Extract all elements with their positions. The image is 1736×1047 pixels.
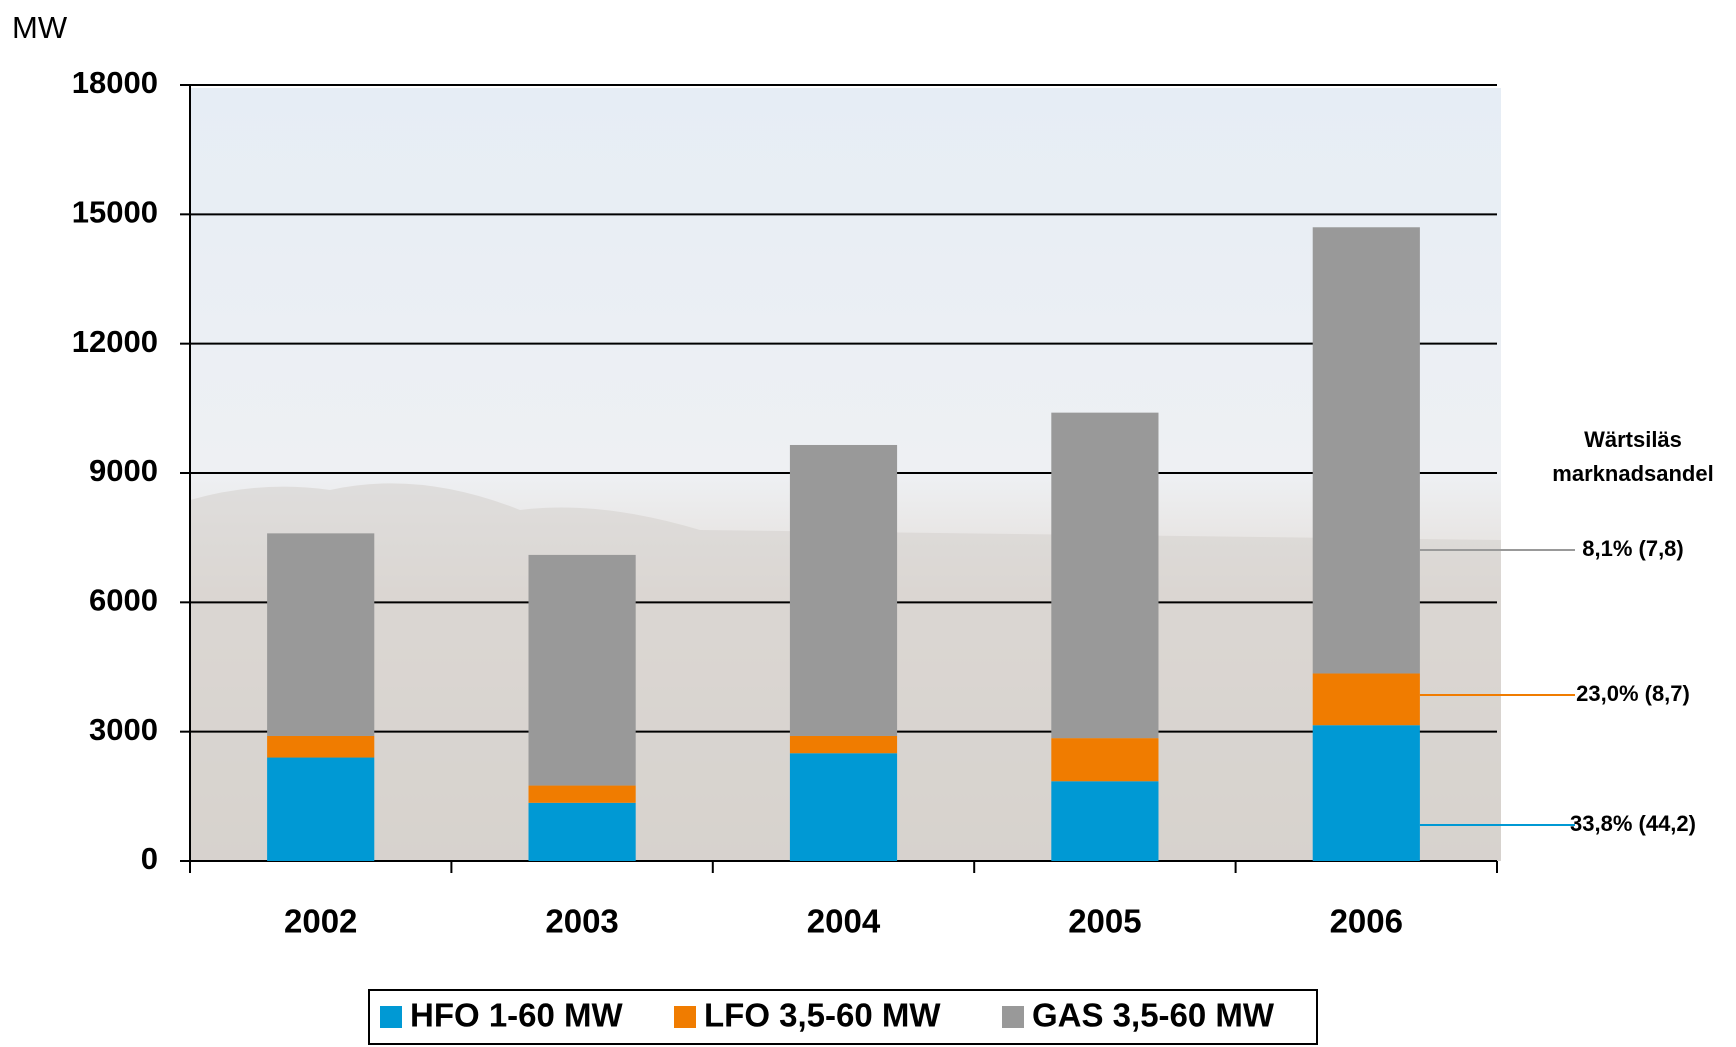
legend-swatch <box>1002 1006 1024 1028</box>
y-tick-label: 9000 <box>89 453 158 488</box>
bar-segment <box>789 735 898 754</box>
share-label: 33,8% (44,2) <box>1570 811 1696 836</box>
bar-segment <box>267 757 375 861</box>
y-tick-label: 15000 <box>72 195 158 230</box>
legend-swatch <box>674 1006 696 1028</box>
bar-segment <box>1312 725 1420 861</box>
x-tick-label: 2005 <box>1068 903 1141 940</box>
x-tick-label: 2004 <box>807 903 881 940</box>
bar-segment <box>1312 227 1420 674</box>
x-tick-label: 2002 <box>284 903 357 940</box>
bar-segment <box>1051 412 1159 739</box>
y-tick-label: 18000 <box>72 65 158 100</box>
legend-swatch <box>380 1006 402 1028</box>
share-label: 8,1% (7,8) <box>1582 536 1684 561</box>
bar-segment <box>528 802 636 861</box>
share-title: Wärtsiläs <box>1584 427 1682 452</box>
y-tick-label: 3000 <box>89 712 158 747</box>
bar-segment <box>1051 781 1159 861</box>
share-label: 23,0% (8,7) <box>1576 681 1690 706</box>
bar-segment <box>528 785 636 803</box>
bar-segment <box>267 533 375 736</box>
bar-segment <box>1051 738 1159 782</box>
bar-segment <box>267 735 375 758</box>
y-axis-label: MW <box>12 10 68 45</box>
share-title: marknadsandel <box>1552 461 1713 486</box>
y-tick-label: 0 <box>141 841 158 876</box>
legend <box>368 989 1318 1045</box>
x-tick-label: 2006 <box>1330 903 1403 940</box>
legend-label: HFO 1-60 MW <box>410 997 624 1034</box>
legend-label: GAS 3,5-60 MW <box>1032 997 1275 1034</box>
bar-segment <box>789 753 898 861</box>
y-tick-label: 12000 <box>72 324 158 359</box>
bar-segment <box>789 444 898 736</box>
y-tick-label: 6000 <box>89 583 158 618</box>
bar-segment <box>1312 673 1420 726</box>
legend-label: LFO 3,5-60 MW <box>704 997 941 1034</box>
x-tick-label: 2003 <box>545 903 618 940</box>
bar-segment <box>528 554 636 786</box>
